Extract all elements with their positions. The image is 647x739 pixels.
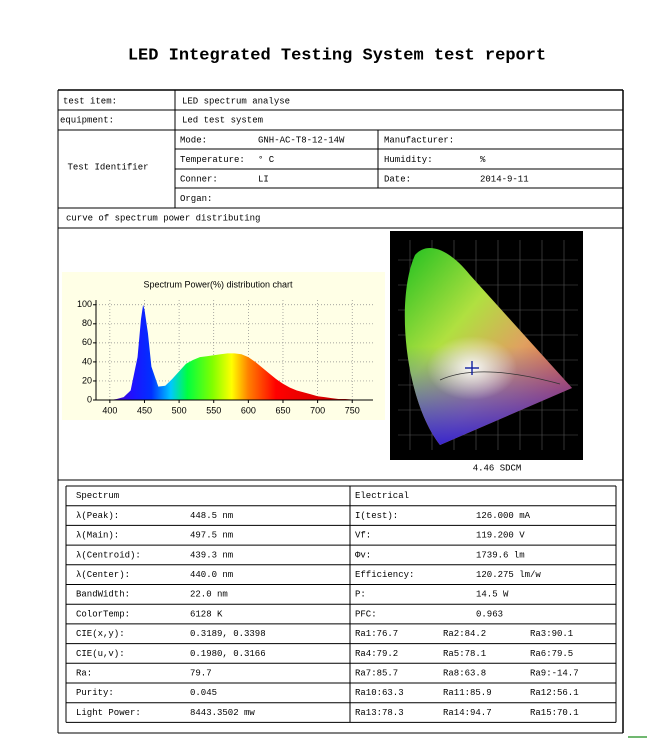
- result-label: Ra4:79.2: [355, 649, 398, 659]
- cie-title: CIE 1931 x,y CHROMATICITY DIAGRAM: [435, 234, 537, 240]
- result-value: 0.963: [476, 609, 503, 619]
- result-label: CIE(x,y):: [76, 629, 125, 639]
- result-label: Φv:: [355, 550, 371, 560]
- y-tick-label: 100: [77, 299, 92, 309]
- x-tick-label: 400: [102, 405, 117, 415]
- result-value: 119.200 V: [476, 531, 525, 541]
- result-label: I(test):: [355, 511, 398, 521]
- result-value: 440.0 nm: [190, 570, 233, 580]
- result-value: 1739.6 lm: [476, 550, 525, 560]
- cie-cross: [465, 361, 479, 375]
- results-header: Spectrum: [76, 491, 119, 501]
- result-value: 6128 K: [190, 609, 223, 619]
- result-value: Ra11:85.9: [443, 688, 492, 698]
- info-label: test item:: [63, 96, 117, 106]
- x-tick-label: 500: [172, 405, 187, 415]
- field-label: Humidity:: [384, 155, 433, 165]
- results-header: Electrical: [355, 491, 409, 501]
- field-label: Conner:: [180, 174, 218, 184]
- result-value: 497.5 nm: [190, 531, 233, 541]
- result-label: P:: [355, 590, 366, 600]
- result-label: Efficiency:: [355, 570, 414, 580]
- chart-title: Spectrum Power(%) distribution chart: [143, 279, 293, 289]
- y-tick-label: 60: [82, 337, 92, 347]
- x-tick-label: 650: [275, 405, 290, 415]
- field-label: Mode:: [180, 135, 207, 145]
- result-label: λ(Peak):: [76, 511, 119, 521]
- result-label: Vf:: [355, 531, 371, 541]
- field-value: %: [480, 155, 486, 165]
- result-label: Purity:: [76, 688, 114, 698]
- result-label: PFC:: [355, 609, 377, 619]
- y-tick-label: 20: [82, 375, 92, 385]
- result-label: λ(Main):: [76, 531, 119, 541]
- result-value: Ra9:-14.7: [530, 669, 579, 679]
- result-label: Ra1:76.7: [355, 629, 398, 639]
- x-tick-label: 450: [137, 405, 152, 415]
- field-value: GNH-AC-T8-12-14W: [258, 135, 345, 145]
- cie-caption: 4.46 SDCM: [473, 463, 522, 473]
- field-value: ° C: [258, 155, 275, 165]
- planckian-locus: [439, 371, 561, 385]
- result-label: λ(Center):: [76, 570, 130, 580]
- info-value: Led test system: [182, 115, 263, 125]
- result-value: 0.3189, 0.3398: [190, 629, 266, 639]
- result-label: Ra:: [76, 669, 92, 679]
- result-value: Ra2:84.2: [443, 629, 486, 639]
- result-value: Ra3:90.1: [530, 629, 573, 639]
- spectrum-area: [96, 304, 373, 400]
- result-label: BandWidth:: [76, 590, 130, 600]
- result-value: Ra15:70.1: [530, 708, 579, 718]
- result-label: Ra13:78.3: [355, 708, 404, 718]
- field-label: Manufacturer:: [384, 135, 454, 145]
- x-tick-label: 700: [310, 405, 325, 415]
- result-value: 8443.3502 mw: [190, 708, 255, 718]
- y-tick-label: 40: [82, 356, 92, 366]
- result-value: 22.0 nm: [190, 590, 228, 600]
- x-tick-label: 750: [345, 405, 360, 415]
- field-label: Date:: [384, 174, 411, 184]
- result-value: Ra8:63.8: [443, 669, 486, 679]
- result-value: 0.045: [190, 688, 217, 698]
- result-label: Ra10:63.3: [355, 688, 404, 698]
- result-value: 439.3 nm: [190, 550, 233, 560]
- result-label: ColorTemp:: [76, 609, 130, 619]
- result-label: λ(Centroid):: [76, 550, 141, 560]
- result-label: Ra7:85.7: [355, 669, 398, 679]
- info-value: LED spectrum analyse: [182, 96, 290, 106]
- result-value: 79.7: [190, 669, 212, 679]
- report-title: LED Integrated Testing System test repor…: [128, 46, 546, 65]
- info-label: equipment:: [60, 115, 114, 125]
- field-label: Temperature:: [180, 155, 245, 165]
- result-value: 14.5 W: [476, 590, 509, 600]
- section-label: curve of spectrum power distributing: [66, 213, 260, 223]
- result-label: Light Power:: [76, 708, 141, 718]
- result-value: Ra12:56.1: [530, 688, 579, 698]
- result-value: Ra5:78.1: [443, 649, 486, 659]
- result-label: CIE(u,v):: [76, 649, 125, 659]
- identifier-label: Test Identifier: [67, 162, 148, 172]
- result-value: 126.000 mA: [476, 511, 531, 521]
- field-label: Organ:: [180, 194, 212, 204]
- result-value: 448.5 nm: [190, 511, 233, 521]
- field-value: LI: [258, 174, 269, 184]
- y-tick-label: 80: [82, 318, 92, 328]
- y-tick-label: 0: [87, 394, 92, 404]
- result-value: Ra14:94.7: [443, 708, 492, 718]
- x-tick-label: 600: [241, 405, 256, 415]
- field-value: 2014-9-11: [480, 174, 529, 184]
- result-value: 0.1980, 0.3166: [190, 649, 266, 659]
- result-value: 120.275 lm/w: [476, 570, 541, 580]
- result-value: Ra6:79.5: [530, 649, 573, 659]
- x-tick-label: 550: [206, 405, 221, 415]
